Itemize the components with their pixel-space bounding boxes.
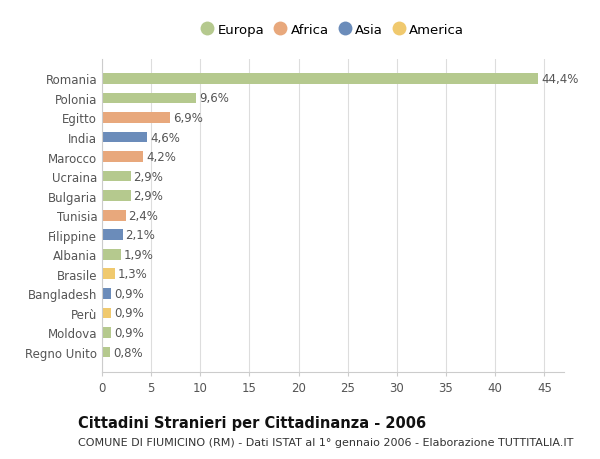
Legend: Europa, Africa, Asia, America: Europa, Africa, Asia, America	[197, 19, 469, 41]
Text: 44,4%: 44,4%	[541, 73, 579, 86]
Bar	[102, 93, 196, 104]
Text: COMUNE DI FIUMICINO (RM) - Dati ISTAT al 1° gennaio 2006 - Elaborazione TUTTITAL: COMUNE DI FIUMICINO (RM) - Dati ISTAT al…	[78, 437, 574, 447]
Bar	[102, 132, 147, 143]
Text: 2,4%: 2,4%	[128, 209, 158, 222]
Text: 2,9%: 2,9%	[133, 170, 163, 183]
Text: 2,9%: 2,9%	[133, 190, 163, 203]
Bar	[102, 210, 125, 221]
Bar	[102, 191, 131, 202]
Text: 0,9%: 0,9%	[114, 287, 143, 300]
Text: 1,9%: 1,9%	[124, 248, 154, 261]
Text: 0,9%: 0,9%	[114, 307, 143, 320]
Bar	[102, 347, 110, 358]
Bar	[102, 308, 111, 319]
Bar	[102, 230, 122, 241]
Text: 0,8%: 0,8%	[113, 346, 142, 359]
Bar	[102, 249, 121, 260]
Text: 4,6%: 4,6%	[150, 131, 180, 144]
Bar	[102, 113, 170, 123]
Text: 4,2%: 4,2%	[146, 151, 176, 164]
Bar	[102, 327, 111, 338]
Text: 2,1%: 2,1%	[125, 229, 155, 242]
Text: Cittadini Stranieri per Cittadinanza - 2006: Cittadini Stranieri per Cittadinanza - 2…	[78, 415, 426, 431]
Text: 6,9%: 6,9%	[173, 112, 203, 125]
Bar	[102, 171, 131, 182]
Text: 1,3%: 1,3%	[118, 268, 148, 281]
Bar	[102, 152, 143, 162]
Bar	[102, 269, 115, 280]
Text: 0,9%: 0,9%	[114, 326, 143, 339]
Text: 9,6%: 9,6%	[199, 92, 229, 105]
Bar	[102, 74, 538, 84]
Bar	[102, 288, 111, 299]
